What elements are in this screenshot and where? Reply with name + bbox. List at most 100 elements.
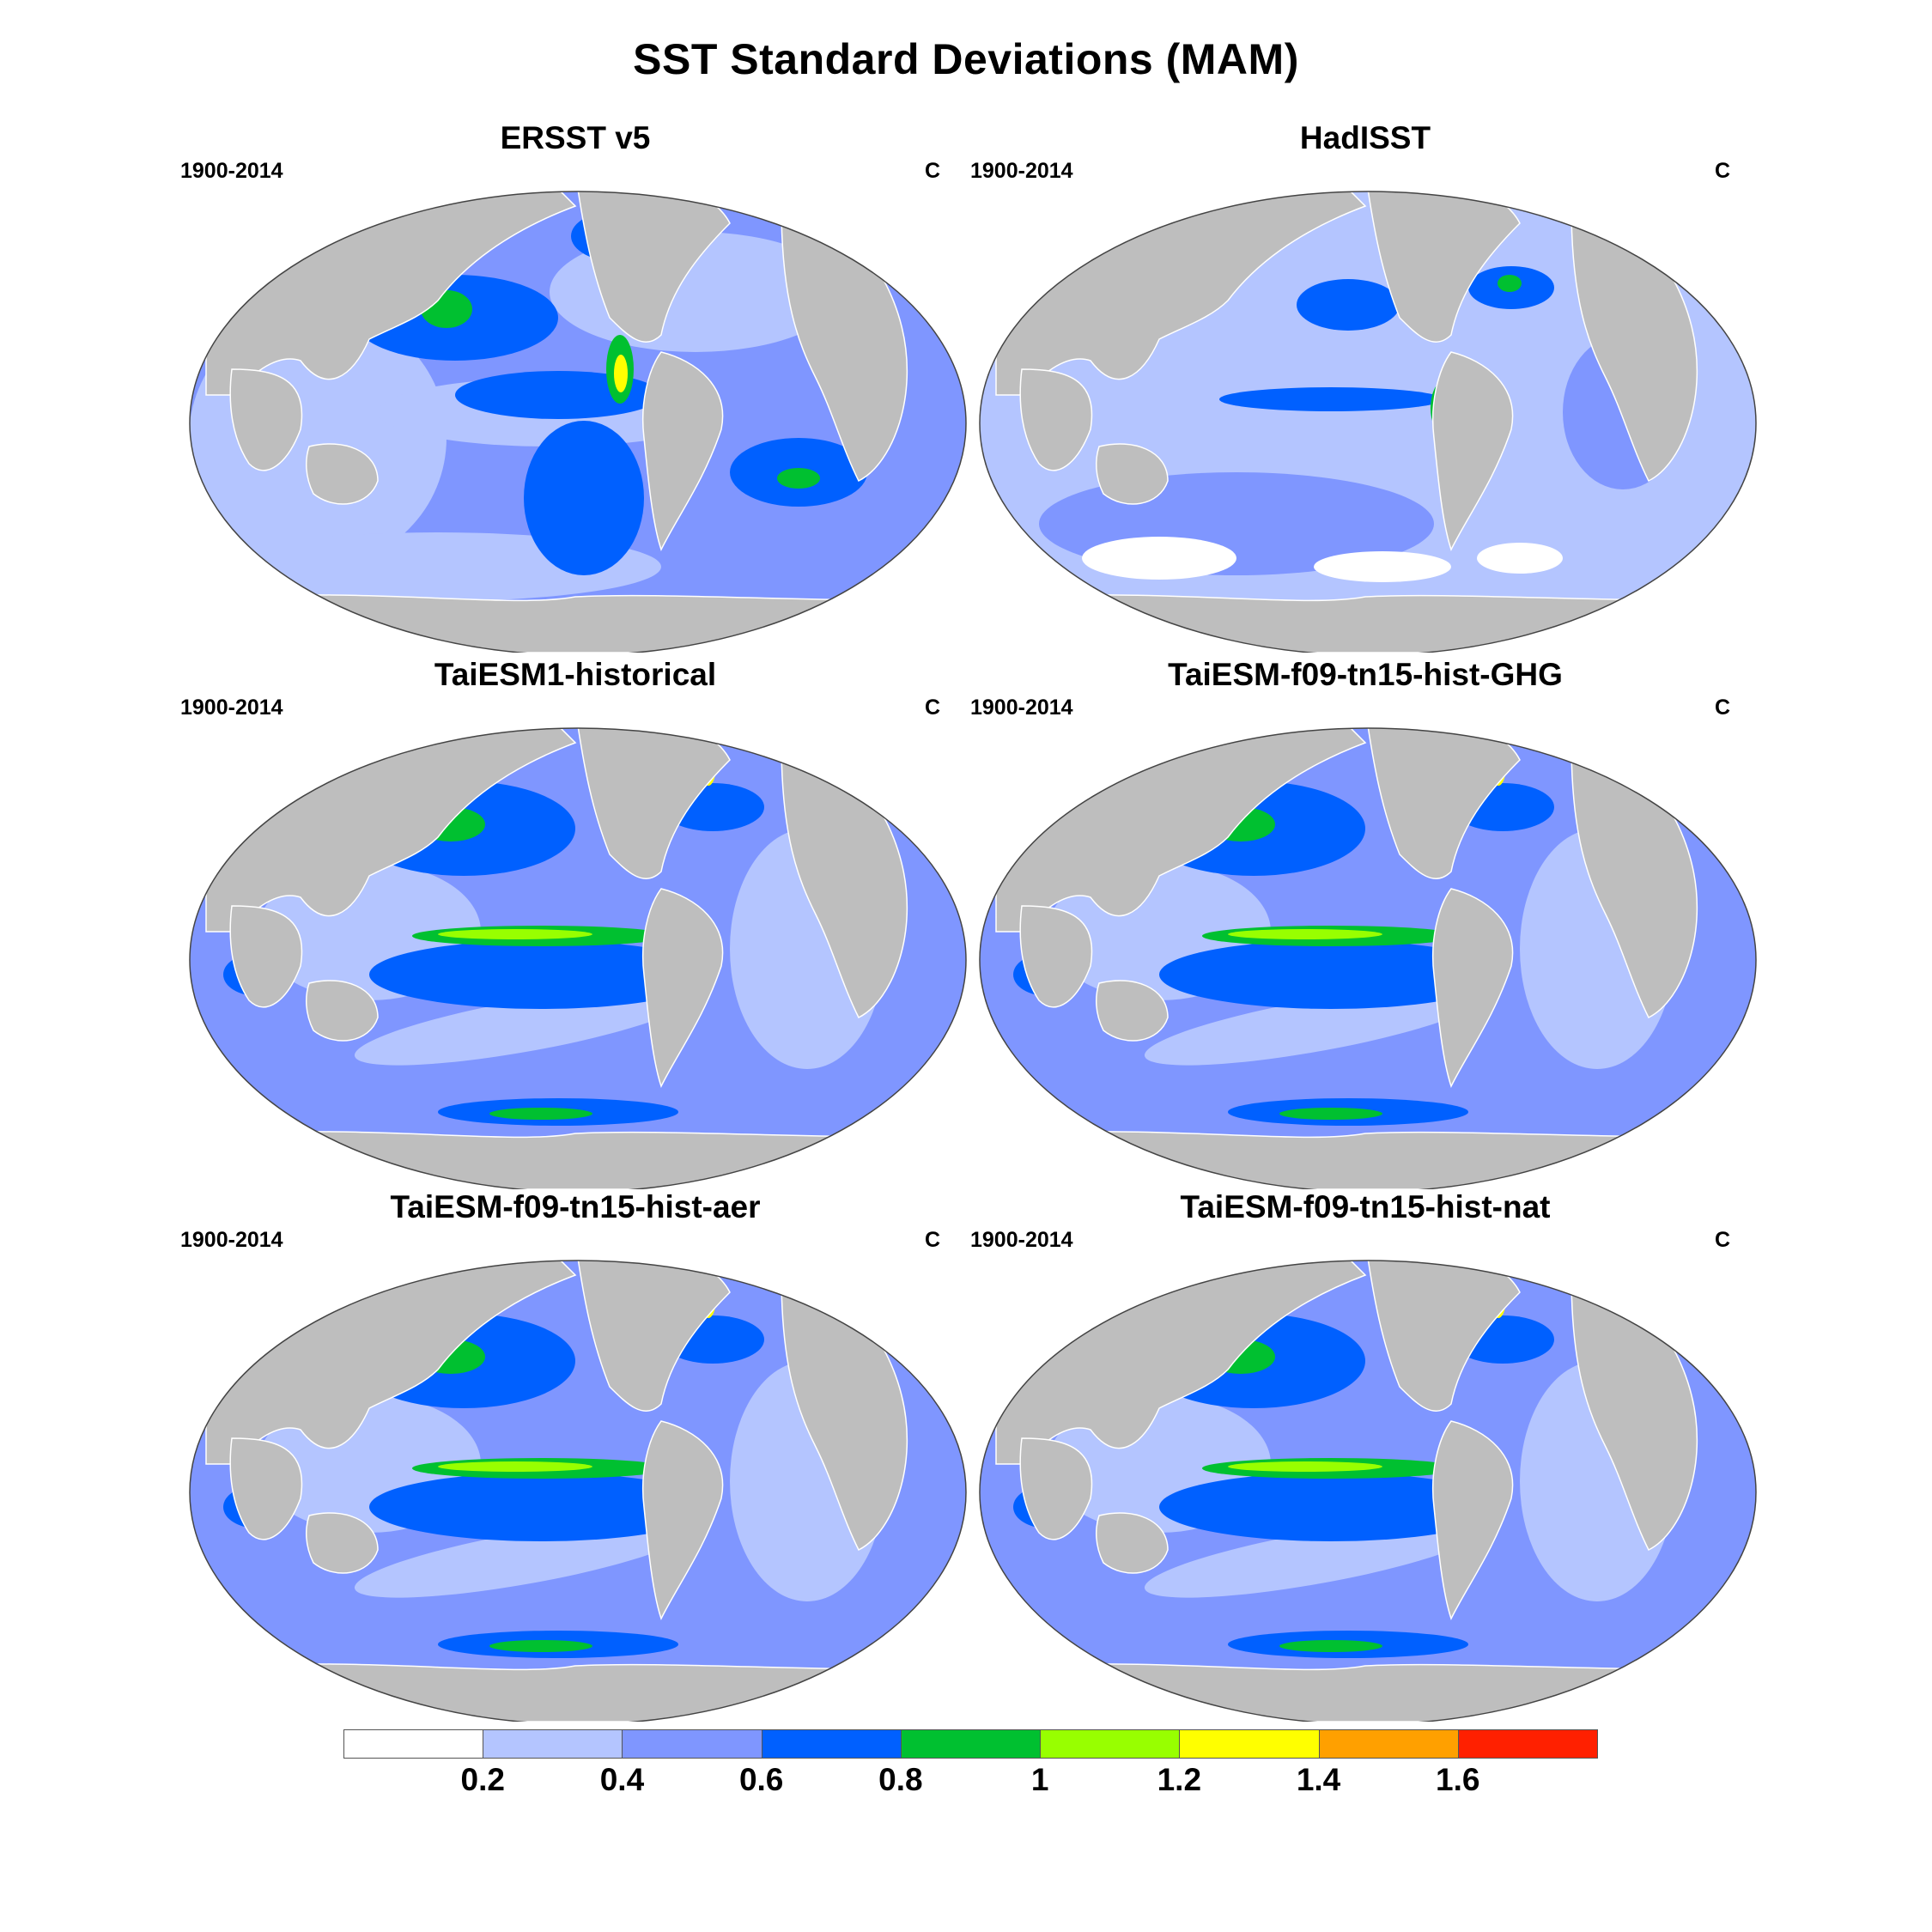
south-america-land	[1431, 351, 1514, 551]
africa-indian-land	[1019, 905, 1093, 1008]
colorbar-tick-label: 1.6	[1436, 1762, 1480, 1797]
figure-title: SST Standard Deviations (MAM)	[633, 35, 1299, 83]
colorbar-swatch	[1179, 1729, 1320, 1759]
colorbar-tick-label: 1.4	[1296, 1762, 1341, 1797]
australia-land	[305, 980, 379, 1042]
southern-ocean-low-patch	[1477, 543, 1563, 574]
australia-land	[305, 443, 379, 505]
panel-title: TaiESM-f09-tn15-hist-aer	[390, 1189, 761, 1224]
south-pacific-anomaly	[524, 421, 644, 575]
map-outline	[189, 191, 967, 653]
southern-ocean-low-patch	[1082, 537, 1236, 580]
south-atlantic-core	[777, 468, 820, 489]
southern-ocean-core	[1279, 1108, 1382, 1120]
map-outline	[979, 191, 1757, 653]
north-america-land	[574, 1261, 731, 1413]
colorbar-swatch	[1457, 1729, 1598, 1759]
equatorial-pacific-peak	[438, 929, 592, 939]
north-america-land	[574, 191, 731, 343]
colorbar-swatch	[1318, 1729, 1459, 1759]
panel-title: TaiESM1-historical	[434, 657, 717, 692]
period-label: 1900-2014	[180, 696, 283, 720]
south-pacific-band	[1144, 987, 1484, 1066]
antarctica-land	[980, 594, 1756, 653]
africa-indian-land	[229, 905, 303, 1008]
units-label: C	[1714, 159, 1730, 183]
australia-land	[1095, 443, 1169, 505]
colorbar-tick-label: 0.6	[738, 1762, 784, 1797]
period-label: 1900-2014	[180, 1228, 283, 1252]
southern-ocean-core	[489, 1640, 592, 1652]
colorbar	[343, 1729, 1598, 1759]
antarctica-land	[190, 594, 966, 653]
africa-indian-land	[229, 368, 303, 471]
period-label: 1900-2014	[180, 159, 283, 183]
map-panel: TaiESM-f09-tn15-hist-nat 1900-2014 C	[970, 1189, 1760, 1722]
equatorial-pacific-anomaly	[369, 940, 713, 1009]
colorbar-tick-label: 1.2	[1157, 1762, 1202, 1797]
north-america-land	[574, 728, 731, 880]
southern-ocean-core	[489, 1108, 592, 1120]
equatorial-pacific-anomaly	[1159, 1473, 1503, 1541]
colorbar-swatch	[1040, 1729, 1181, 1759]
africa-indian-land	[229, 1437, 303, 1540]
equatorial-pacific-anomaly	[369, 1473, 713, 1541]
colorbar-swatch	[622, 1729, 762, 1759]
south-america-land	[1431, 1420, 1514, 1620]
equatorial-pacific-peak	[1228, 1461, 1382, 1472]
gulf-stream-core	[1498, 275, 1522, 292]
world-map	[979, 191, 1757, 653]
panel-title: TaiESM-f09-tn15-hist-GHG	[1168, 657, 1563, 692]
world-map	[979, 727, 1757, 1189]
south-america-land	[641, 1420, 724, 1620]
colorbar-tick-label: 0.8	[878, 1762, 923, 1797]
antarctica-land	[190, 1131, 966, 1189]
panel-title: HadISST	[1299, 120, 1431, 155]
antarctica-land	[980, 1131, 1756, 1189]
colorbar-swatch	[483, 1729, 623, 1759]
world-map	[189, 727, 967, 1189]
south-america-land	[1431, 888, 1514, 1088]
australia-land	[1095, 980, 1169, 1042]
north-america-land	[1364, 728, 1521, 880]
units-label: C	[1714, 1228, 1730, 1252]
equatorial-pacific-anomaly	[1159, 940, 1503, 1009]
australia-land	[305, 1512, 379, 1574]
equatorial-pacific-anomaly	[1219, 387, 1443, 411]
southern-ocean-core	[1279, 1640, 1382, 1652]
southern-ocean-low-patch	[1314, 551, 1451, 582]
colorbar-swatch	[343, 1729, 484, 1759]
units-label: C	[1714, 696, 1730, 720]
world-map	[979, 1260, 1757, 1722]
map-panel: TaiESM-f09-tn15-hist-aer 1900-2014 C	[180, 1189, 970, 1722]
australia-land	[1095, 1512, 1169, 1574]
south-america-land	[641, 888, 724, 1088]
map-outline	[189, 727, 967, 1189]
period-label: 1900-2014	[970, 696, 1073, 720]
africa-indian-land	[1019, 368, 1093, 471]
world-map	[189, 191, 967, 653]
period-label: 1900-2014	[970, 159, 1073, 183]
north-america-land	[1364, 191, 1521, 343]
period-label: 1900-2014	[970, 1228, 1073, 1252]
antarctica-land	[190, 1663, 966, 1722]
south-pacific-band	[1144, 1519, 1484, 1598]
units-label: C	[924, 696, 940, 720]
antarctica-land	[980, 1663, 1756, 1722]
map-panel: HadISST 1900-2014 C	[970, 120, 1760, 653]
north-pacific-anomaly	[1297, 279, 1400, 331]
map-panel: ERSST v5 1900-2014 C	[180, 120, 970, 653]
map-outline	[979, 727, 1757, 1189]
africa-indian-land	[1019, 1437, 1093, 1540]
map-outline	[979, 1260, 1757, 1722]
colorbar-tick-label: 1	[1030, 1762, 1049, 1797]
world-map	[189, 1260, 967, 1722]
units-label: C	[924, 1228, 940, 1252]
map-panel: TaiESM-f09-tn15-hist-GHG 1900-2014 C	[970, 657, 1760, 1189]
colorbar-swatch	[900, 1729, 1042, 1759]
colorbar-swatch	[761, 1729, 902, 1759]
south-america-land	[641, 351, 724, 551]
peru-coast-peak	[614, 355, 628, 392]
north-america-land	[1364, 1261, 1521, 1413]
south-pacific-band	[354, 1519, 694, 1598]
